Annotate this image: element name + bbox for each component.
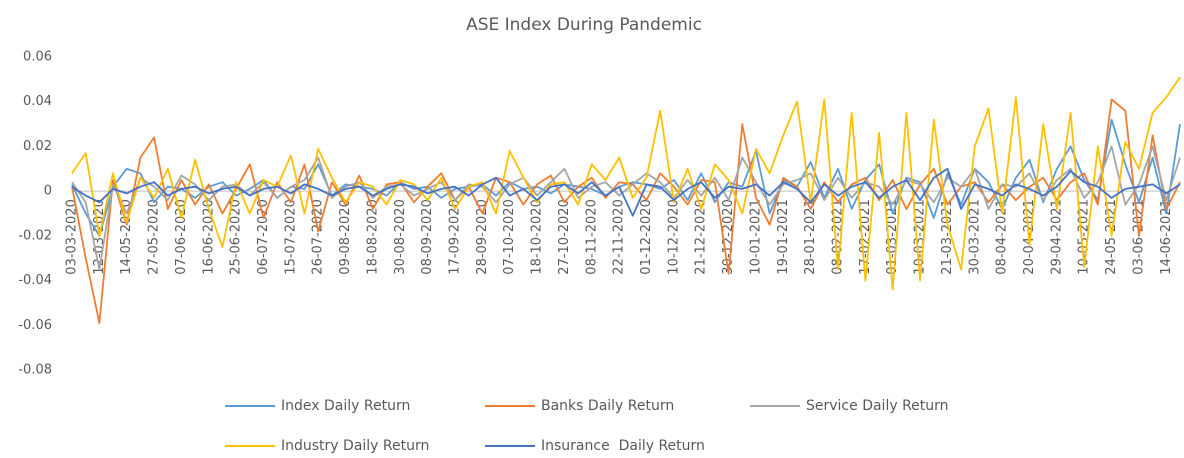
y-tick-label: 0.06: [23, 50, 52, 65]
x-tick-label: 03-03-2020: [65, 199, 80, 275]
x-tick-label: 21-12-2020: [694, 199, 709, 275]
x-tick-label: 27-05-2020: [147, 199, 162, 275]
y-tick-label: 0.02: [23, 139, 52, 154]
x-tick-label: 01-12-2020: [639, 199, 654, 275]
y-tick-label: 0: [44, 184, 52, 199]
y-tick-label: -0.02: [18, 228, 52, 243]
x-tick-label: 25-06-2020: [229, 199, 244, 275]
series-line: [71, 167, 1181, 217]
x-tick-label: 22-11-2020: [612, 199, 627, 275]
x-tick-label: 30-03-2021: [967, 199, 982, 275]
legend-label: Insurance Daily Return: [541, 438, 705, 454]
y-tick-label: -0.08: [18, 363, 52, 378]
x-tick-label: 24-05-2021: [1104, 199, 1119, 275]
legend-label: Banks Daily Return: [541, 398, 674, 414]
x-tick-label: 21-03-2021: [940, 199, 955, 275]
x-tick-label: 07-06-2020: [174, 199, 189, 275]
x-tick-label: 10-12-2020: [666, 199, 681, 275]
series-line: [71, 98, 1181, 324]
y-tick-label: -0.06: [18, 318, 52, 333]
series-line: [71, 145, 1181, 271]
x-tick-label: 27-10-2020: [557, 199, 572, 275]
x-tick-label: 30-08-2020: [393, 199, 408, 275]
x-tick-label: 15-07-2020: [283, 199, 298, 275]
x-tick-label: 17-09-2020: [448, 199, 463, 275]
x-tick-label: 09-08-2020: [338, 199, 353, 275]
x-tick-label: 14-06-2021: [1159, 199, 1174, 275]
x-tick-label: 29-04-2021: [1049, 199, 1064, 275]
x-tick-label: 28-09-2020: [475, 199, 490, 275]
series-line: [71, 76, 1181, 291]
x-tick-label: 10-01-2021: [748, 199, 763, 275]
x-tick-label: 03-06-2021: [1131, 199, 1146, 275]
x-tick-label: 30-12-2020: [721, 199, 736, 275]
legend-label: Index Daily Return: [281, 398, 410, 414]
x-tick-label: 07-10-2020: [502, 199, 517, 275]
x-tick-label: 17-02-2021: [858, 199, 873, 275]
x-tick-label: 08-04-2021: [995, 199, 1010, 275]
x-tick-label: 19-01-2021: [776, 199, 791, 275]
x-tick-label: 06-07-2020: [256, 199, 271, 275]
x-tick-label: 14-05-2020: [119, 199, 134, 275]
x-tick-label: 10-03-2021: [913, 199, 928, 275]
legend-label: Industry Daily Return: [281, 438, 429, 454]
x-tick-label: 18-08-2020: [365, 199, 380, 275]
x-tick-label: 08-11-2020: [584, 199, 599, 275]
x-tick-label: 28-01-2021: [803, 199, 818, 275]
legend-label: Service Daily Return: [806, 398, 949, 414]
x-tick-label: 18-10-2020: [530, 199, 545, 275]
x-tick-label: 08-09-2020: [420, 199, 435, 275]
y-tick-label: -0.04: [18, 273, 52, 288]
y-tick-label: 0.04: [23, 94, 52, 109]
chart-title: ASE Index During Pandemic: [466, 15, 702, 35]
